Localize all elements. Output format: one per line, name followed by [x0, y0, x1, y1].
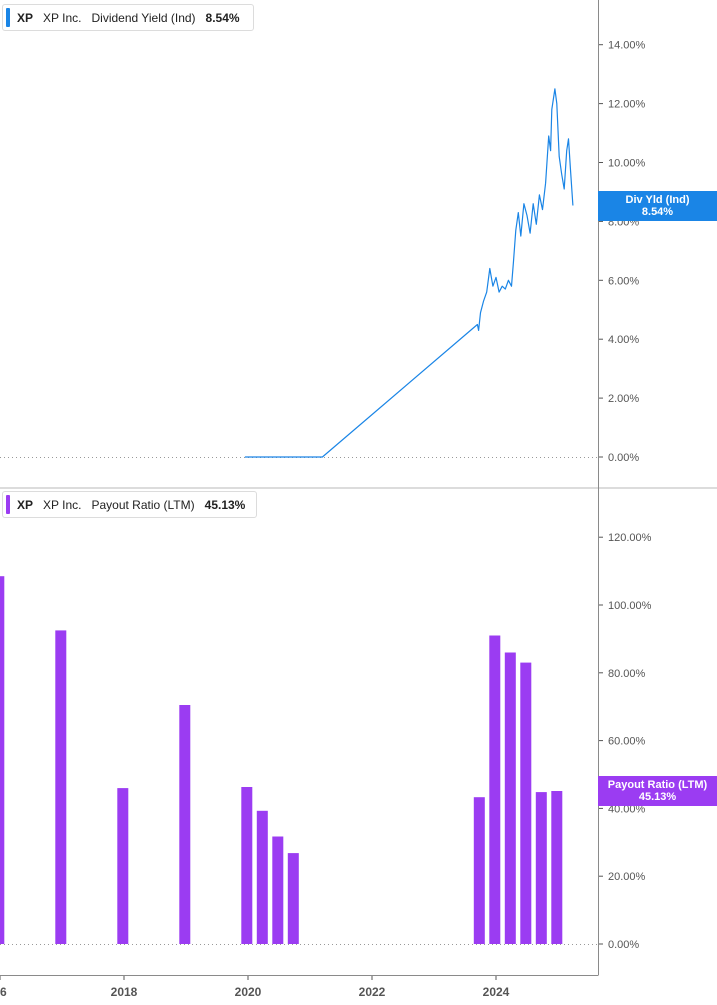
payout-ratio-legend[interactable]: XP XP Inc. Payout Ratio (LTM) 45.13%: [2, 491, 257, 518]
payout-bar: [241, 787, 253, 944]
y-tick-label: 20.00%: [608, 871, 646, 883]
y-tick-label: 0.00%: [608, 452, 639, 464]
payout-bar: [520, 662, 532, 944]
y-tick-label: 12.00%: [608, 99, 646, 111]
x-tick-label: 2018: [111, 985, 138, 999]
payout-bar: [489, 635, 501, 944]
payout-ratio-plot: 0.00% 20.00% 40.00% 60.00% 80.00% 100.00% 120.…: [0, 532, 652, 999]
payout-bar: [287, 853, 299, 944]
dividend-yield-plot: 0.00%2.00%4.00%6.00%8.00%10.00%12.00%14.…: [0, 40, 646, 464]
payout-series-swatch: [6, 495, 10, 514]
x-tick-label: 16: [0, 985, 7, 999]
payout-bar: [272, 836, 284, 944]
y-tick-label: 10.00%: [608, 158, 646, 170]
legend-metric: Payout Ratio (LTM): [91, 497, 195, 512]
payout-bar: [504, 652, 516, 944]
payout-bar: [179, 705, 191, 944]
y-tick-label: 14.00%: [608, 40, 646, 52]
legend-ticker: XP: [17, 497, 34, 512]
y-tick-label: 60.00%: [608, 736, 646, 748]
x-tick-label: 2024: [483, 985, 510, 999]
payout-bar: [256, 810, 268, 944]
y-tick-label: 40.00%: [608, 803, 646, 815]
legend-metric: Dividend Yield (Ind): [91, 10, 196, 25]
legend-company: XP Inc.: [43, 10, 82, 25]
payout-bar: [551, 791, 563, 944]
y-tick-label: 100.00%: [608, 600, 652, 612]
y-tick-label: 80.00%: [608, 668, 646, 680]
yield-series-swatch: [6, 8, 10, 27]
dividend-yield-line: [244, 88, 574, 458]
payout-ratio-value-badge: Payout Ratio (LTM) 45.13%: [598, 776, 717, 806]
x-tick-label: 2020: [235, 985, 262, 999]
payout-bar: [535, 792, 547, 944]
badge-value: 8.54%: [641, 206, 674, 218]
y-tick-label: 6.00%: [608, 275, 639, 287]
legend-value: 8.54%: [205, 10, 240, 25]
y-tick-label: 0.00%: [608, 939, 639, 951]
legend-company: XP Inc.: [43, 497, 82, 512]
dividend-yield-legend[interactable]: XP XP Inc. Dividend Yield (Ind) 8.54%: [2, 4, 254, 31]
payout-bar: [117, 788, 129, 944]
payout-bar: [0, 576, 5, 944]
y-tick-label: 4.00%: [608, 334, 639, 346]
payout-bar: [473, 797, 485, 944]
badge-label: Div Yld (Ind): [625, 194, 690, 206]
legend-ticker: XP: [17, 10, 34, 25]
badge-label: Payout Ratio (LTM): [607, 779, 708, 791]
dividend-yield-value-badge: Div Yld (Ind) 8.54%: [598, 191, 717, 221]
y-tick-label: 2.00%: [608, 393, 639, 405]
chart-frame: [0, 0, 717, 976]
payout-bar: [55, 630, 67, 944]
x-tick-label: 2022: [359, 985, 386, 999]
y-tick-label: 120.00%: [608, 532, 652, 544]
badge-value: 45.13%: [638, 791, 677, 803]
legend-value: 45.13%: [204, 497, 246, 512]
